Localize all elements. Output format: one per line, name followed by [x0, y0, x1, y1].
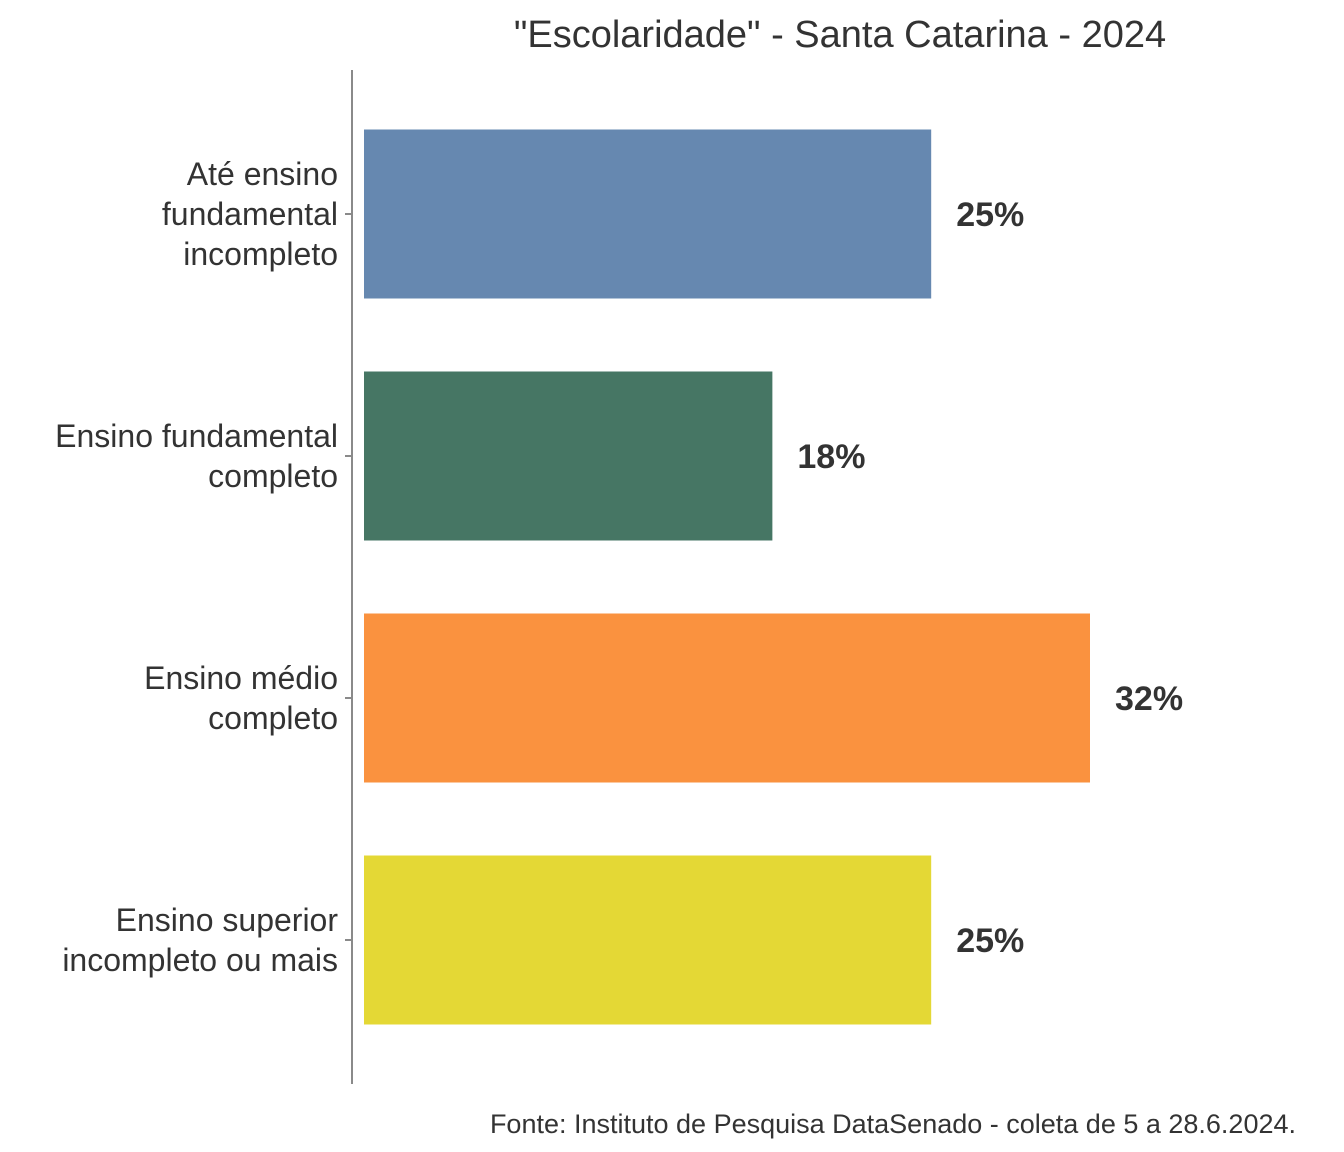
bar-1 [364, 129, 932, 299]
value-label-2: 18% [797, 438, 865, 476]
category-label-3: Ensino médio completo [144, 660, 338, 736]
bar-2 [364, 371, 773, 541]
bar-4 [364, 855, 932, 1025]
category-label-4: Ensino superior incompleto ou mais [62, 902, 338, 978]
source-note: Fonte: Instituto de Pesquisa DataSenado … [490, 1109, 1296, 1139]
chart-marks: 25% Até ensino fundamental incompleto 18% Ens… [55, 129, 1183, 1025]
bar-3 [364, 613, 1090, 783]
chart-title: "Escolaridade" - Santa Catarina - 2024 [514, 14, 1166, 56]
value-label-4: 25% [956, 922, 1024, 960]
category-label-2: Ensino fundamental completo [55, 418, 338, 494]
value-label-3: 32% [1115, 680, 1183, 718]
category-label-1: Até ensino fundamental incompleto [162, 156, 338, 272]
value-label-1: 25% [956, 196, 1024, 234]
